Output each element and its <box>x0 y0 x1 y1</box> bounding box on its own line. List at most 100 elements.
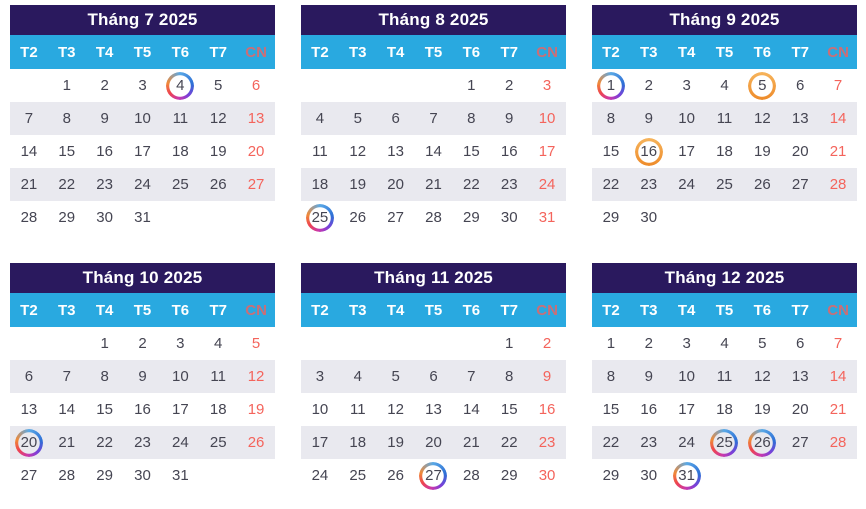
day-cell[interactable]: 15 <box>602 143 620 160</box>
day-cell[interactable]: 20 <box>791 401 809 418</box>
day-cell[interactable]: 26 <box>754 176 771 193</box>
day-cell[interactable]: 1 <box>62 77 71 94</box>
day-cell[interactable]: 11 <box>172 110 189 127</box>
day-cell[interactable]: 1 <box>100 335 109 352</box>
day-cell[interactable]: 4 <box>315 110 325 127</box>
day-cell[interactable]: 17 <box>678 401 695 418</box>
day-cell[interactable]: 3 <box>176 335 185 352</box>
day-cell[interactable]: 6 <box>391 110 400 127</box>
day-cell[interactable]: 6 <box>796 77 805 94</box>
day-cell[interactable]: 4 <box>720 335 729 352</box>
day-cell[interactable]: 9 <box>100 110 109 127</box>
day-cell[interactable]: 3 <box>542 77 552 94</box>
day-cell[interactable]: 29 <box>463 209 480 226</box>
day-cell[interactable]: 14 <box>829 110 847 127</box>
day-cell[interactable]: 19 <box>247 401 265 418</box>
day-cell[interactable]: 21 <box>463 434 480 451</box>
day-cell[interactable]: 30 <box>96 209 113 226</box>
day-cell[interactable]: 20 <box>10 426 48 459</box>
day-cell[interactable]: 22 <box>602 176 620 193</box>
day-cell[interactable]: 23 <box>538 434 556 451</box>
day-cell[interactable]: 17 <box>134 143 151 160</box>
day-cell[interactable]: 16 <box>538 401 556 418</box>
day-cell[interactable]: 10 <box>172 368 189 385</box>
day-cell[interactable]: 10 <box>538 110 556 127</box>
day-cell[interactable]: 27 <box>20 467 38 484</box>
day-cell[interactable]: 5 <box>391 368 400 385</box>
day-cell[interactable]: 8 <box>62 110 71 127</box>
day-cell[interactable]: 13 <box>791 368 809 385</box>
day-cell[interactable]: 29 <box>602 467 620 484</box>
day-cell[interactable]: 3 <box>682 335 691 352</box>
day-cell[interactable]: 21 <box>58 434 76 451</box>
day-cell[interactable]: 25 <box>716 176 733 193</box>
day-cell[interactable]: 24 <box>678 176 695 193</box>
day-cell[interactable]: 28 <box>829 434 847 451</box>
day-cell[interactable]: 9 <box>542 368 552 385</box>
day-cell[interactable]: 12 <box>754 368 771 385</box>
day-cell[interactable]: 22 <box>602 434 620 451</box>
day-cell[interactable]: 1 <box>505 335 514 352</box>
day-cell[interactable]: 14 <box>829 368 847 385</box>
day-cell[interactable]: 8 <box>100 368 109 385</box>
day-cell[interactable]: 4 <box>353 368 362 385</box>
day-cell[interactable]: 29 <box>58 209 76 226</box>
day-cell[interactable]: 18 <box>349 434 367 451</box>
day-cell[interactable]: 26 <box>247 434 265 451</box>
day-cell[interactable]: 12 <box>247 368 265 385</box>
day-cell[interactable]: 16 <box>640 401 658 418</box>
day-cell[interactable]: 21 <box>425 176 442 193</box>
day-cell[interactable]: 13 <box>387 143 404 160</box>
day-cell[interactable]: 30 <box>134 467 151 484</box>
day-cell[interactable]: 21 <box>829 143 847 160</box>
day-cell[interactable]: 5 <box>214 77 223 94</box>
day-cell[interactable]: 23 <box>96 176 113 193</box>
day-cell[interactable]: 27 <box>415 459 453 492</box>
day-cell[interactable]: 14 <box>463 401 480 418</box>
day-cell[interactable]: 13 <box>791 110 809 127</box>
day-cell[interactable]: 15 <box>602 401 620 418</box>
day-cell[interactable]: 6 <box>24 368 34 385</box>
day-cell[interactable]: 5 <box>743 69 781 102</box>
day-cell[interactable]: 2 <box>644 335 653 352</box>
day-cell[interactable]: 24 <box>134 176 151 193</box>
day-cell[interactable]: 11 <box>210 368 226 385</box>
day-cell[interactable]: 7 <box>833 335 843 352</box>
day-cell[interactable]: 10 <box>134 110 151 127</box>
day-cell[interactable]: 13 <box>425 401 442 418</box>
day-cell[interactable]: 19 <box>387 434 404 451</box>
day-cell[interactable]: 14 <box>425 143 442 160</box>
day-cell[interactable]: 28 <box>425 209 442 226</box>
day-cell[interactable]: 14 <box>58 401 76 418</box>
day-cell[interactable]: 13 <box>247 110 265 127</box>
day-cell[interactable]: 17 <box>311 434 329 451</box>
day-cell[interactable]: 20 <box>425 434 442 451</box>
day-cell[interactable]: 6 <box>796 335 805 352</box>
day-cell[interactable]: 6 <box>429 368 438 385</box>
day-cell[interactable]: 9 <box>644 368 653 385</box>
day-cell[interactable]: 26 <box>209 176 227 193</box>
day-cell[interactable]: 25 <box>349 467 367 484</box>
day-cell[interactable]: 22 <box>96 434 113 451</box>
day-cell[interactable]: 29 <box>602 209 620 226</box>
day-cell[interactable]: 21 <box>20 176 38 193</box>
day-cell[interactable]: 2 <box>100 77 109 94</box>
day-cell[interactable]: 9 <box>644 110 653 127</box>
day-cell[interactable]: 26 <box>387 467 404 484</box>
day-cell[interactable]: 25 <box>172 176 189 193</box>
day-cell[interactable]: 19 <box>754 401 771 418</box>
day-cell[interactable]: 23 <box>640 176 658 193</box>
day-cell[interactable]: 27 <box>247 176 265 193</box>
day-cell[interactable]: 20 <box>247 143 265 160</box>
day-cell[interactable]: 16 <box>96 143 113 160</box>
day-cell[interactable]: 12 <box>209 110 227 127</box>
day-cell[interactable]: 26 <box>349 209 367 226</box>
day-cell[interactable]: 7 <box>24 110 34 127</box>
day-cell[interactable]: 15 <box>500 401 518 418</box>
day-cell[interactable]: 15 <box>463 143 480 160</box>
day-cell[interactable]: 12 <box>349 143 367 160</box>
day-cell[interactable]: 28 <box>829 176 847 193</box>
day-cell[interactable]: 11 <box>716 110 733 127</box>
day-cell[interactable]: 16 <box>630 135 668 168</box>
day-cell[interactable]: 20 <box>387 176 404 193</box>
